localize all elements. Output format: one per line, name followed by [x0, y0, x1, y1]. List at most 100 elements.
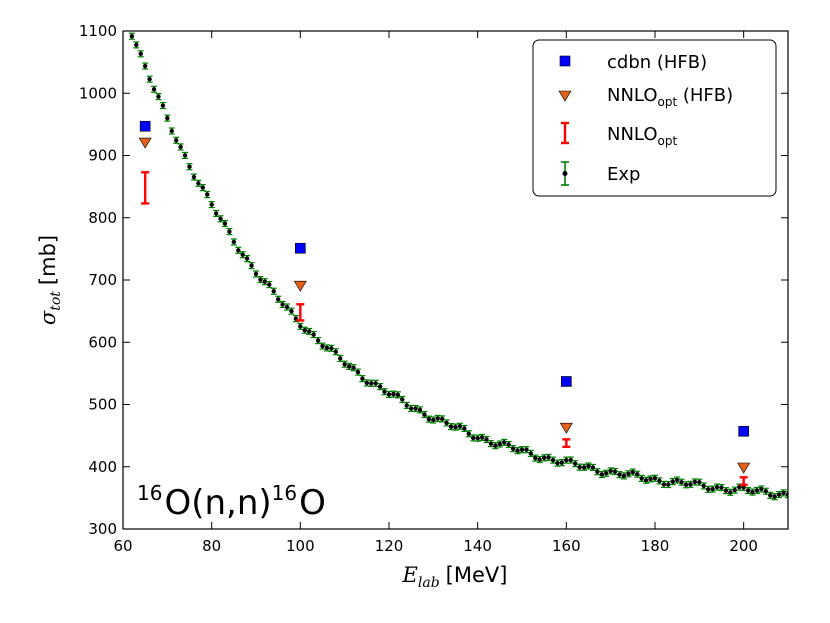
exp-point — [589, 463, 596, 472]
exp-point — [527, 449, 534, 458]
y-tick-labels: 300 400 500 600 700 800 900 1000 1100 — [79, 22, 117, 538]
exp-dot — [479, 435, 485, 440]
exp-dot — [156, 94, 161, 99]
exp-point — [558, 459, 565, 467]
exp-point — [753, 486, 760, 494]
exp-dot — [165, 115, 170, 121]
legend-marker-nnlo-hfb — [558, 90, 572, 102]
exp-dot — [471, 435, 476, 441]
exp-dot — [497, 441, 503, 447]
x-tick-label: 100 — [286, 537, 315, 555]
exp-dot — [125, 22, 129, 26]
exp-point — [536, 455, 543, 464]
exp-dot — [723, 488, 729, 493]
exp-point — [425, 415, 432, 423]
exp-point — [678, 478, 685, 486]
exp-dot — [391, 391, 396, 397]
exp-dot — [222, 221, 228, 226]
exp-dot — [577, 464, 582, 470]
exp-point — [190, 173, 197, 181]
x-tick-label: 160 — [552, 537, 581, 555]
exp-dot — [271, 289, 276, 294]
exp-dot — [475, 435, 480, 441]
exp-point — [208, 200, 215, 209]
exp-point — [687, 480, 694, 488]
exp-dot — [453, 424, 458, 430]
exp-dot — [129, 34, 135, 39]
y-tick-label: 500 — [88, 396, 117, 414]
exp-point — [173, 136, 180, 144]
exp-point — [474, 434, 481, 442]
exp-dot — [759, 486, 764, 492]
exp-point — [146, 75, 153, 83]
exp-dot — [289, 308, 294, 314]
exp-point — [443, 419, 450, 427]
exp-point — [501, 438, 508, 447]
exp-point — [483, 435, 490, 444]
exp-point — [279, 300, 286, 309]
legend: cdbn (HFB) NNLOopt (HFB) NNLOopt Exp — [532, 39, 777, 197]
exp-dot — [581, 465, 587, 470]
exp-dot — [417, 407, 423, 413]
exp-dot — [617, 472, 622, 477]
legend-marker-nnlo — [561, 121, 569, 145]
exp-point — [430, 416, 437, 424]
exp-dot — [590, 465, 596, 470]
exp-point — [221, 219, 228, 228]
legend-label-exp: Exp — [607, 164, 640, 185]
exp-dot — [369, 381, 374, 386]
y-tick-label: 600 — [88, 333, 117, 351]
exp-point — [177, 143, 184, 151]
y-tick-label: 900 — [88, 147, 117, 165]
exp-dot — [732, 487, 737, 493]
exp-point — [417, 406, 424, 414]
exp-point — [301, 326, 308, 334]
exp-dot — [360, 376, 365, 381]
exp-point — [328, 344, 335, 352]
exp-point — [749, 488, 756, 496]
exp-dot — [400, 397, 405, 402]
exp-dot — [595, 469, 600, 474]
exp-dot — [258, 277, 263, 282]
exp-point — [594, 468, 601, 476]
exp-dot — [626, 471, 631, 477]
exp-point — [213, 209, 220, 218]
exp-point — [394, 391, 401, 399]
exp-point — [399, 395, 406, 404]
cdbn-hfb-point — [139, 120, 151, 132]
exp-dot — [719, 485, 724, 490]
exp-point — [638, 474, 645, 482]
exp-point — [403, 401, 410, 410]
exp-point — [288, 307, 295, 315]
exp-dot — [231, 239, 237, 245]
exp-point — [776, 490, 783, 499]
exp-dot — [586, 463, 591, 469]
exp-dot — [134, 42, 139, 48]
exp-dot — [324, 345, 330, 351]
exp-dot — [249, 263, 254, 268]
exp-dot — [510, 446, 516, 451]
exp-point — [142, 62, 149, 70]
exp-dot — [121, 6, 125, 10]
exp-point — [297, 322, 304, 330]
exp-dot — [515, 448, 520, 453]
exp-dot — [218, 216, 223, 222]
nnlo-opt-hfb-point — [293, 280, 307, 292]
exp-dot — [462, 426, 467, 431]
exp-point — [151, 85, 158, 93]
exp-dot — [422, 412, 427, 417]
exp-point — [625, 470, 632, 478]
exp-point — [550, 456, 557, 464]
exp-dot — [670, 479, 675, 484]
exp-dot — [679, 479, 684, 485]
exp-dot — [728, 490, 733, 495]
exp-dot — [187, 164, 192, 169]
axis-ticks — [122, 30, 788, 530]
series-nnlo-opt-hfb — [138, 137, 751, 474]
exp-dot — [568, 457, 573, 463]
exp-dot — [599, 472, 604, 477]
exp-dot — [151, 87, 157, 92]
reaction-annotation: 16O(n,n)16O — [137, 481, 326, 523]
exp-point — [341, 360, 348, 368]
exp-point — [284, 303, 291, 311]
